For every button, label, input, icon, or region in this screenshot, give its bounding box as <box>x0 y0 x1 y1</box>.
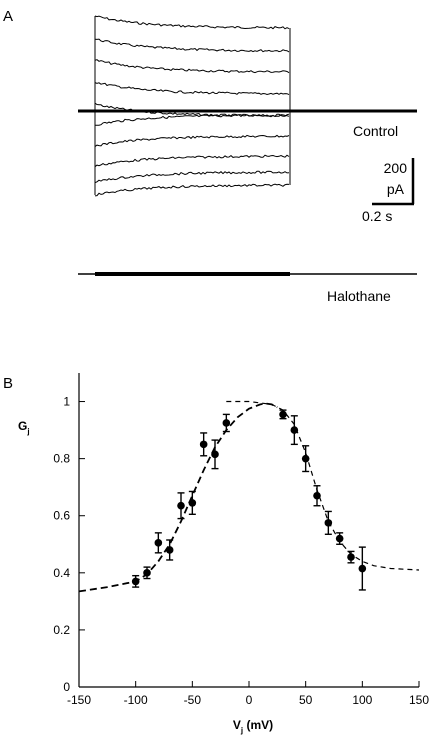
y-axis-label-main: G <box>18 419 27 433</box>
current-trace-3 <box>94 59 290 74</box>
fit-curve-positive <box>226 400 420 571</box>
data-point <box>177 501 185 510</box>
scale-bar-current-value: 200 <box>384 160 408 176</box>
y-tick-label: 0.8 <box>53 452 70 466</box>
data-point <box>131 577 140 586</box>
data-point <box>222 419 231 427</box>
current-trace-4 <box>94 82 290 96</box>
current-traces-control <box>78 15 417 197</box>
x-tick-label: -150 <box>67 693 91 707</box>
data-point <box>324 519 333 527</box>
data-point <box>211 450 219 459</box>
x-tick-label: 50 <box>299 693 313 707</box>
axes <box>78 373 419 688</box>
y-tick-label: 0 <box>63 680 70 694</box>
current-trace-7 <box>94 134 290 147</box>
y-axis-label: Gj <box>18 419 30 436</box>
current-trace-10 <box>94 183 290 197</box>
current-trace-1 <box>94 15 290 30</box>
x-tick-label: -100 <box>124 693 148 707</box>
x-tick-label: 150 <box>409 693 429 707</box>
data-point <box>199 440 208 449</box>
scale-bar: 200 pA 0.2 s <box>362 158 415 224</box>
data-point <box>347 553 355 561</box>
scale-bar-time-label: 0.2 s <box>362 208 392 224</box>
y-axis-label-subscript: j <box>26 427 29 436</box>
x-tick-label: -50 <box>184 693 202 707</box>
x-tick-label: 100 <box>352 693 372 707</box>
data-point <box>290 426 299 434</box>
chart-b: -150 -100 -50 0 50 100 150 0 0.2 0.4 0.6 0.8 1 Vj (… <box>18 373 429 735</box>
panel-a-label: A <box>3 8 13 25</box>
x-tick-label: 0 <box>246 693 253 707</box>
x-axis-label-unit: (mV) <box>243 718 273 732</box>
current-trace-9 <box>94 170 290 184</box>
data-points <box>131 409 367 591</box>
panel-b-label: B <box>3 375 13 392</box>
scale-bar-current-unit: pA <box>387 181 405 197</box>
fit-curve-negative <box>78 402 278 593</box>
data-point <box>188 499 197 507</box>
data-point <box>313 491 321 500</box>
y-ticks: 0 0.2 0.4 0.6 0.8 1 <box>53 395 85 694</box>
x-axis-label-subscript: j <box>240 726 243 735</box>
data-point <box>335 534 344 543</box>
current-trace-2 <box>94 38 290 53</box>
data-point <box>301 454 310 463</box>
fit-curves <box>78 400 420 593</box>
trace-label-halothane: Halothane <box>327 288 391 304</box>
x-axis-label: Vj (mV) <box>233 718 273 735</box>
y-tick-label: 0.4 <box>53 566 70 580</box>
y-tick-label: 1 <box>63 395 70 409</box>
current-trace-6 <box>95 113 290 126</box>
data-point <box>279 410 287 419</box>
x-ticks: -150 -100 -50 0 50 100 150 <box>67 681 429 707</box>
trace-label-control: Control <box>353 123 398 139</box>
x-axis-label-main: V <box>233 718 241 732</box>
current-trace-8 <box>94 154 290 168</box>
data-point <box>165 546 174 554</box>
y-tick-label: 0.6 <box>53 509 70 523</box>
data-point <box>143 569 151 577</box>
data-point <box>154 539 163 547</box>
data-point <box>358 564 367 573</box>
y-tick-label: 0.2 <box>53 623 70 637</box>
